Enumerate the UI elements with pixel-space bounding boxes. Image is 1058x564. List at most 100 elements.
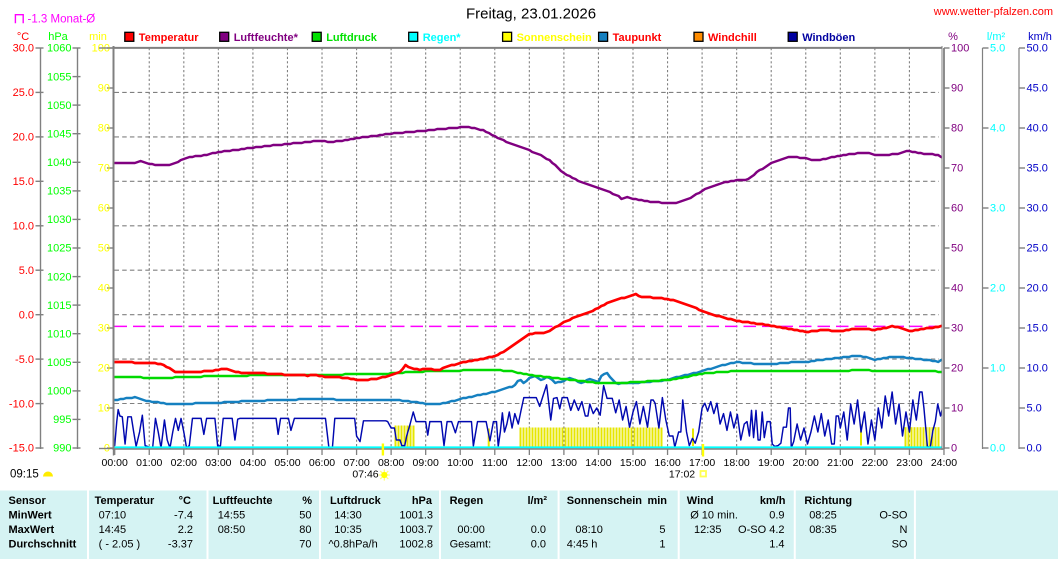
svg-text:1001.3: 1001.3 — [399, 510, 433, 522]
svg-text:1000: 1000 — [47, 386, 71, 398]
svg-text:%: % — [948, 31, 958, 43]
svg-text:35.0: 35.0 — [1027, 163, 1048, 175]
svg-text:-5.0: -5.0 — [15, 354, 34, 366]
svg-text:10.0: 10.0 — [1027, 363, 1048, 375]
svg-text:Ø 10 min.: Ø 10 min. — [690, 510, 738, 522]
svg-text:07:46: 07:46 — [352, 469, 378, 481]
svg-text:40: 40 — [98, 283, 110, 295]
svg-text:10.0: 10.0 — [13, 221, 34, 233]
svg-text:50: 50 — [98, 243, 110, 255]
svg-text:www.wetter-pfalzen.com: www.wetter-pfalzen.com — [933, 6, 1053, 18]
svg-text:-7.4: -7.4 — [174, 510, 193, 522]
svg-text:14:30: 14:30 — [334, 510, 362, 522]
svg-text:08:00: 08:00 — [378, 457, 404, 469]
svg-text:40: 40 — [951, 283, 963, 295]
svg-text:l/m²: l/m² — [987, 31, 1006, 43]
svg-text:Regen*: Regen* — [423, 32, 462, 44]
svg-text:08:25: 08:25 — [809, 510, 837, 522]
svg-text:17:02: 17:02 — [669, 469, 695, 481]
svg-text:-15.0: -15.0 — [9, 443, 34, 455]
svg-text:04:00: 04:00 — [240, 457, 266, 469]
svg-text:09:15: 09:15 — [10, 469, 39, 481]
svg-text:Sonnenschein: Sonnenschein — [517, 32, 592, 44]
svg-text:MaxWert: MaxWert — [9, 524, 55, 536]
svg-text:1040: 1040 — [47, 157, 71, 169]
svg-text:990: 990 — [53, 443, 71, 455]
svg-text:25.0: 25.0 — [1027, 243, 1048, 255]
svg-text:Sonnenschein: Sonnenschein — [567, 495, 642, 507]
svg-text:12:35: 12:35 — [694, 524, 722, 536]
svg-text:hPa: hPa — [412, 495, 433, 507]
svg-text:Luftdruck: Luftdruck — [326, 32, 378, 44]
svg-text:Taupunkt: Taupunkt — [613, 32, 662, 44]
svg-text:100: 100 — [951, 43, 969, 55]
svg-text:Windchill: Windchill — [708, 32, 757, 44]
svg-text:MinWert: MinWert — [9, 510, 53, 522]
svg-text:°C: °C — [17, 31, 29, 43]
svg-text:5.0: 5.0 — [990, 43, 1005, 55]
svg-text:1015: 1015 — [47, 300, 71, 312]
svg-text:1055: 1055 — [47, 71, 71, 83]
svg-text:30: 30 — [951, 323, 963, 335]
svg-text:0.0: 0.0 — [531, 539, 546, 551]
svg-text:30: 30 — [98, 323, 110, 335]
svg-text:12:00: 12:00 — [516, 457, 542, 469]
svg-text:15:00: 15:00 — [620, 457, 646, 469]
svg-text:16:00: 16:00 — [654, 457, 680, 469]
svg-text:00:00: 00:00 — [102, 457, 128, 469]
svg-text:%: % — [302, 495, 312, 507]
svg-text:°C: °C — [179, 495, 191, 507]
svg-text:15.0: 15.0 — [1027, 323, 1048, 335]
svg-text:^0.8hPa/h: ^0.8hPa/h — [329, 539, 378, 551]
svg-text:08:35: 08:35 — [809, 524, 837, 536]
svg-text:5.0: 5.0 — [19, 265, 34, 277]
svg-text:0.9: 0.9 — [769, 510, 784, 522]
svg-text:3.0: 3.0 — [990, 203, 1005, 215]
svg-text:Luftfeuchte: Luftfeuchte — [213, 495, 273, 507]
svg-text:22:00: 22:00 — [862, 457, 888, 469]
svg-text:1005: 1005 — [47, 357, 71, 369]
svg-text:45.0: 45.0 — [1027, 83, 1048, 95]
svg-text:10:00: 10:00 — [447, 457, 473, 469]
svg-text:N: N — [900, 524, 908, 536]
svg-text:80: 80 — [299, 524, 311, 536]
svg-text:80: 80 — [951, 123, 963, 135]
svg-text:2.2: 2.2 — [178, 524, 193, 536]
svg-text:70: 70 — [951, 163, 963, 175]
svg-text:Richtung: Richtung — [804, 495, 852, 507]
svg-text:Regen: Regen — [450, 495, 484, 507]
svg-text:20.0: 20.0 — [1027, 283, 1048, 295]
svg-text:20: 20 — [98, 363, 110, 375]
svg-text:30.0: 30.0 — [13, 43, 34, 55]
svg-text:10: 10 — [98, 403, 110, 415]
svg-text:O-SO 4.2: O-SO 4.2 — [738, 524, 784, 536]
svg-text:2.0: 2.0 — [990, 283, 1005, 295]
svg-text:min: min — [89, 31, 107, 43]
svg-text:Windböen: Windböen — [802, 32, 855, 44]
svg-text:1: 1 — [659, 539, 665, 551]
svg-text:-10.0: -10.0 — [9, 398, 34, 410]
svg-text:06:00: 06:00 — [309, 457, 335, 469]
svg-text:-3.37: -3.37 — [168, 539, 193, 551]
svg-text:1002.8: 1002.8 — [399, 539, 433, 551]
svg-text:11:00: 11:00 — [482, 457, 508, 469]
svg-text:20.0: 20.0 — [13, 132, 34, 144]
svg-text:Temperatur: Temperatur — [95, 495, 155, 507]
svg-text:20:00: 20:00 — [793, 457, 819, 469]
svg-text:21:00: 21:00 — [827, 457, 853, 469]
svg-text:1.4: 1.4 — [769, 539, 784, 551]
svg-text:03:00: 03:00 — [205, 457, 231, 469]
svg-text:14:55: 14:55 — [218, 510, 246, 522]
svg-text:05:00: 05:00 — [274, 457, 300, 469]
svg-text:70: 70 — [98, 163, 110, 175]
svg-text:50: 50 — [951, 243, 963, 255]
svg-text:08:50: 08:50 — [218, 524, 246, 536]
svg-text:09:00: 09:00 — [413, 457, 439, 469]
svg-text:Gesamt:: Gesamt: — [450, 539, 492, 551]
svg-text:13:00: 13:00 — [551, 457, 577, 469]
svg-text:0.0: 0.0 — [19, 309, 34, 321]
svg-text:4.0: 4.0 — [990, 123, 1005, 135]
svg-text:60: 60 — [98, 203, 110, 215]
svg-text:5: 5 — [659, 524, 665, 536]
svg-text:O-SO: O-SO — [879, 510, 908, 522]
